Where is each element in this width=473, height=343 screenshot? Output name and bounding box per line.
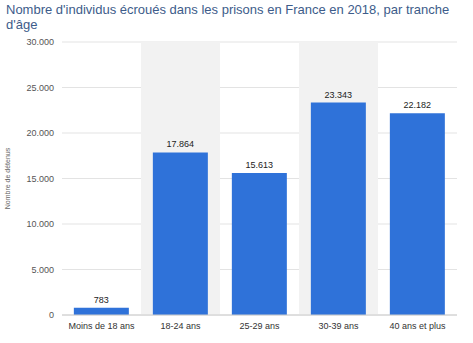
svg-text:25.000: 25.000 [26,83,54,93]
svg-text:15.000: 15.000 [26,174,54,184]
svg-text:30.000: 30.000 [26,37,54,47]
svg-text:18-24 ans: 18-24 ans [160,321,201,331]
svg-text:25-29 ans: 25-29 ans [239,321,280,331]
svg-text:40 ans et plus: 40 ans et plus [389,321,446,331]
svg-text:Moins de 18 ans: Moins de 18 ans [68,321,135,331]
svg-text:20.000: 20.000 [26,128,54,138]
svg-text:0: 0 [49,310,54,320]
svg-text:17.864: 17.864 [167,139,195,149]
svg-text:5.000: 5.000 [31,265,54,275]
svg-text:30-39 ans: 30-39 ans [318,321,359,331]
svg-text:783: 783 [94,295,109,305]
svg-text:10.000: 10.000 [26,219,54,229]
html-text:Nombre d'individus écroués dan: Nombre d'individus écroués dans les pris… [6,2,450,32]
svg-text:15.613: 15.613 [246,160,274,170]
svg-text:Nombre de détenus: Nombre de détenus [8,147,11,209]
svg-text:23.343: 23.343 [325,90,353,100]
svg-text:22.182: 22.182 [404,100,432,110]
